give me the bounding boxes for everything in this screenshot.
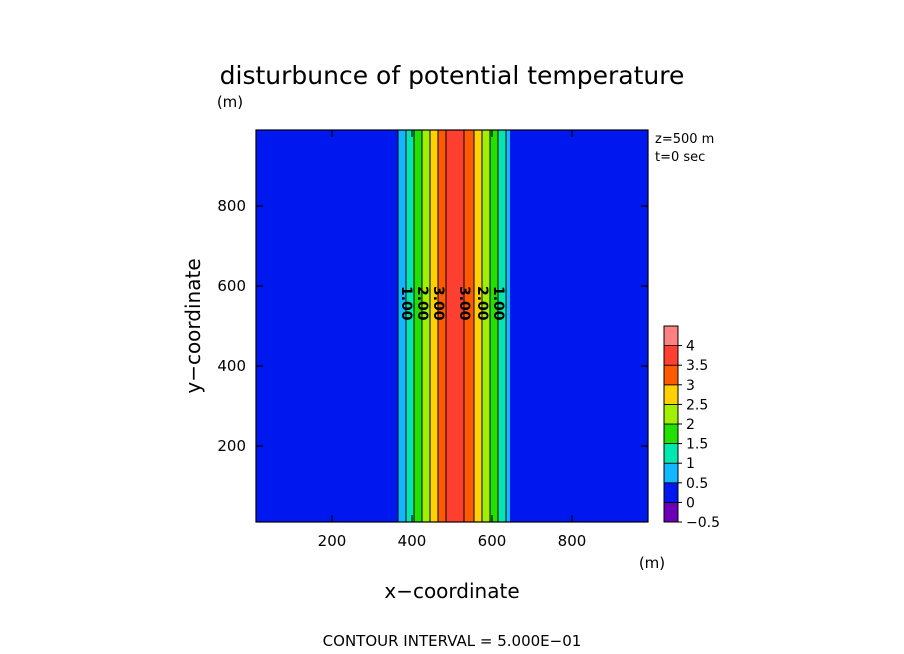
y-axis-label: y−coordinate bbox=[181, 258, 205, 393]
colorbar-label-2: 3 bbox=[686, 378, 695, 394]
info-line-t: t=0 sec bbox=[655, 150, 705, 165]
colorbar-label-6: 1 bbox=[686, 456, 695, 472]
field-band-3 bbox=[406, 130, 414, 522]
colorbar-label-9: −0.5 bbox=[686, 515, 720, 531]
colorbar-segment-6 bbox=[663, 384, 679, 405]
colorbar-segment-5 bbox=[663, 403, 679, 425]
field-band-4 bbox=[414, 130, 422, 522]
colorbar: 4 3.5 3 2.5 2 1.5 1 0.5 0 −0.5 bbox=[663, 325, 720, 531]
field-band-10 bbox=[474, 130, 482, 522]
plot-frame bbox=[255, 129, 649, 523]
contour-label-3: 3.00 bbox=[456, 286, 472, 321]
field-band-12 bbox=[490, 130, 498, 522]
colorbar-label-1: 3.5 bbox=[686, 358, 708, 374]
colorbar-label-0: 4 bbox=[686, 339, 695, 355]
contour-label-1: 2.00 bbox=[414, 286, 430, 321]
chart-title: disturbunce of potential temperature bbox=[220, 61, 685, 90]
field-band-13 bbox=[498, 130, 506, 522]
field-band-11 bbox=[482, 130, 490, 522]
y-unit: (m) bbox=[217, 93, 243, 111]
contour-label-4: 2.00 bbox=[474, 286, 490, 321]
field-band-15 bbox=[510, 130, 648, 522]
colorbar-segment-4 bbox=[663, 423, 679, 445]
x-tick-label-2: 600 bbox=[478, 532, 507, 550]
field-band-14 bbox=[506, 130, 510, 522]
contour-label-0: 1.00 bbox=[398, 286, 414, 321]
colorbar-label-8: 0 bbox=[686, 495, 695, 511]
colorbar-segment-3 bbox=[663, 443, 679, 464]
contour-label-2: 3.00 bbox=[430, 286, 446, 321]
contour-label-5: 1.00 bbox=[490, 286, 506, 321]
y-tick-label-0: 200 bbox=[217, 437, 246, 455]
field-band-8 bbox=[446, 130, 464, 522]
y-tick-label-1: 400 bbox=[217, 357, 246, 375]
colorbar-segment-7 bbox=[663, 364, 679, 386]
x-tick-label-0: 200 bbox=[318, 532, 347, 550]
field-band-7 bbox=[438, 130, 446, 522]
field-band-2 bbox=[398, 130, 406, 522]
colorbar-segment-1 bbox=[663, 482, 679, 503]
footer-contour-interval: CONTOUR INTERVAL = 5.000E−01 bbox=[323, 632, 582, 650]
field-band-9 bbox=[464, 130, 474, 522]
colorbar-label-4: 2 bbox=[686, 417, 695, 433]
field-band-1 bbox=[394, 130, 398, 522]
colorbar-label-5: 1.5 bbox=[686, 437, 708, 453]
field-band-5 bbox=[422, 130, 430, 522]
colorbar-label-3: 2.5 bbox=[686, 397, 708, 413]
field-band-6 bbox=[430, 130, 438, 522]
colorbar-segment-8 bbox=[663, 345, 679, 366]
x-tick-label-3: 800 bbox=[558, 532, 587, 550]
colorbar-segment-9 bbox=[663, 325, 679, 347]
x-unit: (m) bbox=[639, 554, 665, 572]
colorbar-segment-2 bbox=[663, 462, 679, 484]
colorbar-segment-0 bbox=[663, 501, 679, 523]
x-tick-label-1: 400 bbox=[398, 532, 427, 550]
y-tick-label-3: 800 bbox=[217, 197, 246, 215]
field-band-0 bbox=[256, 130, 394, 522]
info-line-z: z=500 m bbox=[655, 132, 714, 147]
y-tick-label-2: 600 bbox=[217, 277, 246, 295]
x-axis-label: x−coordinate bbox=[384, 579, 519, 603]
colorbar-label-7: 0.5 bbox=[686, 476, 708, 492]
